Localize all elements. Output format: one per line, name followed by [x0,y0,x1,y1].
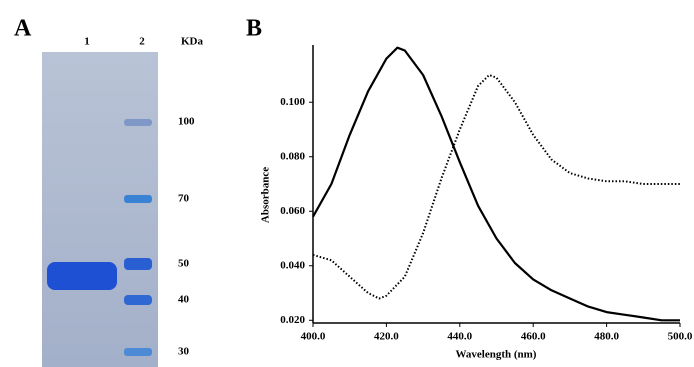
marker-band [124,295,152,305]
unit-label: KDa [181,36,204,48]
y-tick-label: 0.020 [280,314,305,326]
panel-label: B [246,16,262,42]
x-tick-label: 480.0 [594,331,619,343]
lane-label: 2 [139,36,145,48]
y-tick-label: 0.100 [280,96,305,108]
x-tick-label: 400.0 [301,331,326,343]
lane-label: 1 [84,36,90,48]
y-tick-label: 0.060 [280,205,305,217]
protein-band [47,262,117,290]
figure: A 1 2 KDa 100 70 50 40 30 B Wavelength (… [0,0,694,367]
x-tick-label: 420.0 [374,331,399,343]
y-tick-label: 0.080 [280,150,305,162]
x-axis-label: Wavelength (nm) [456,349,537,361]
marker-band [124,195,152,203]
marker-band [124,119,152,126]
x-tick-label: 460.0 [521,331,546,343]
x-tick-label: 500.0 [668,331,693,343]
marker-label: 30 [178,346,190,358]
marker-label: 100 [178,116,195,128]
series-line [313,48,680,321]
marker-label: 50 [178,258,190,270]
marker-band [124,258,152,270]
marker-label: 70 [178,193,190,205]
x-tick-label: 440.0 [447,331,472,343]
series-line [313,75,680,299]
y-axis-label: Absorbance [260,167,272,223]
y-tick-label: 0.040 [280,259,305,271]
gel [42,52,158,367]
panel-label: A [14,16,32,42]
marker-band [124,348,152,356]
marker-label: 40 [178,294,190,306]
